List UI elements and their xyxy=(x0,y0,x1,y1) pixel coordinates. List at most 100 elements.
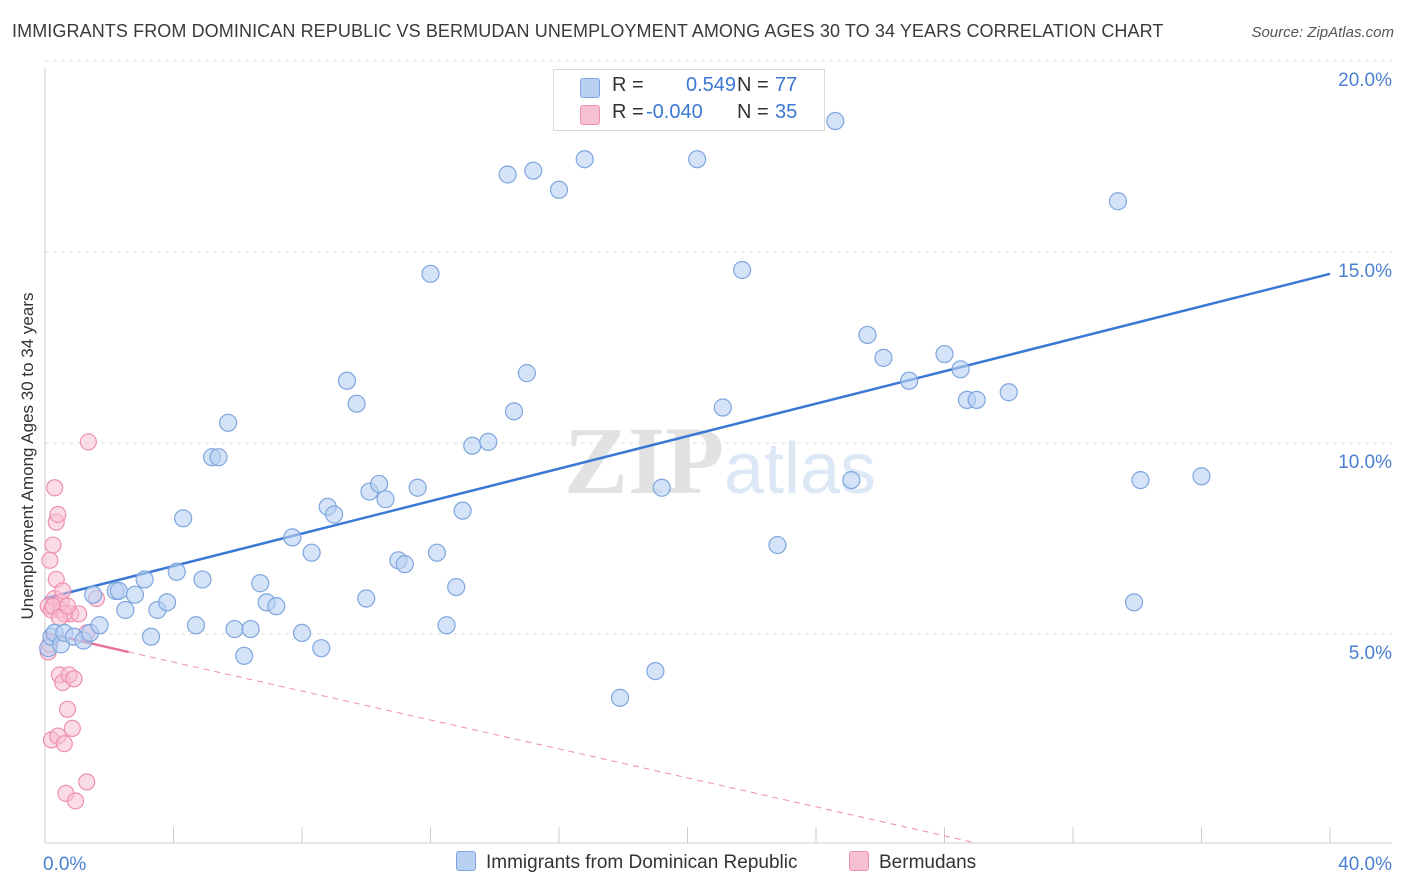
legend-r-value: -0.040 xyxy=(646,101,703,123)
dominican-point xyxy=(90,616,109,635)
legend-r-value: 0.549 xyxy=(686,74,737,96)
bermudans-point xyxy=(55,735,73,753)
bottom-legend-label-bermudans: Bermudans xyxy=(879,852,977,873)
dominican-point xyxy=(109,581,128,600)
dominican-point xyxy=(688,150,707,169)
watermark: ZIPatlas xyxy=(564,407,876,514)
dominican-point xyxy=(646,661,665,681)
bermudans-point xyxy=(58,700,77,718)
dominican-point xyxy=(935,344,954,364)
bermudans-point xyxy=(58,597,77,615)
dominican-point xyxy=(357,589,376,608)
dominican-point xyxy=(427,543,447,562)
dominican-point xyxy=(370,474,389,494)
source-label: Source: ZipAtlas.com xyxy=(1251,24,1394,41)
dominican-point xyxy=(453,501,472,520)
dominican-trend-line xyxy=(44,272,1331,600)
y-tick-label: 5.0% xyxy=(1349,643,1392,664)
dominican-point xyxy=(141,627,161,646)
bottom-legend-dominican: Immigrants from Dominican Republic xyxy=(456,851,798,874)
dominican-point xyxy=(241,619,260,639)
y-tick-label: 10.0% xyxy=(1338,452,1392,473)
dominican-point xyxy=(826,111,845,131)
dominican-point xyxy=(135,570,154,589)
dominican-point xyxy=(437,616,456,635)
bermudans-point xyxy=(79,433,97,451)
bottom-legend-swatch-blue xyxy=(456,851,476,871)
dominican-point xyxy=(733,260,752,280)
dominican-point xyxy=(842,471,861,490)
bottom-legend-label-dominican: Immigrants from Dominican Republic xyxy=(486,852,798,873)
dominican-point xyxy=(549,180,569,199)
watermark-atlas: atlas xyxy=(724,429,876,509)
legend-n-value: 77 xyxy=(775,74,798,96)
legend-swatch-blue xyxy=(580,78,600,98)
dominican-point xyxy=(951,360,970,379)
dominican-point xyxy=(652,478,671,497)
bermudans-point xyxy=(41,551,59,569)
tick-labels: 5.0% 10.0% 15.0% 20.0% 0.0% 40.0% xyxy=(43,70,1392,875)
dominican-point xyxy=(421,264,440,283)
dominican-point xyxy=(713,398,732,417)
grid-lines xyxy=(45,60,1392,635)
dominican-point xyxy=(116,600,135,620)
dominican-point xyxy=(463,436,482,455)
dominican-point xyxy=(524,161,543,180)
dominican-point xyxy=(186,616,206,635)
legend-swatch-pink xyxy=(580,105,600,125)
dominican-point xyxy=(292,623,312,643)
dominican-point xyxy=(174,509,193,528)
y-tick-label: 15.0% xyxy=(1338,261,1392,282)
dominican-point xyxy=(267,597,286,616)
dominican-point xyxy=(125,585,145,604)
dominican-point xyxy=(395,555,414,574)
dominican-point xyxy=(967,390,986,409)
dominican-point xyxy=(209,448,228,467)
dominican-point xyxy=(1108,192,1128,211)
bermudans-point xyxy=(63,719,81,738)
dominican-point xyxy=(283,528,302,547)
x-tick-label: 40.0% xyxy=(1338,854,1392,875)
dominican-point xyxy=(225,619,244,639)
bermudans-point xyxy=(49,505,67,524)
dominican-point xyxy=(167,562,186,581)
legend-r-label: R = xyxy=(612,101,644,123)
bermudans-point xyxy=(44,536,62,554)
data-points xyxy=(39,111,1211,810)
bermudans-point xyxy=(65,670,83,688)
dominican-point xyxy=(1124,593,1144,612)
dominican-point xyxy=(251,574,270,593)
dominican-point xyxy=(302,543,321,562)
bermudans-point xyxy=(54,582,72,600)
dominican-point xyxy=(447,577,466,597)
dominican-point xyxy=(874,348,893,367)
bottom-legend-swatch-pink xyxy=(849,851,869,871)
dominican-point xyxy=(193,570,212,589)
dominican-point xyxy=(408,478,427,497)
dominican-point xyxy=(1131,471,1150,490)
bermudans-trend-extension xyxy=(128,651,977,844)
dominican-point xyxy=(157,593,177,612)
chart-title: IMMIGRANTS FROM DOMINICAN REPUBLIC VS BE… xyxy=(12,21,1164,41)
dominican-point xyxy=(575,150,594,169)
correlation-legend: R = 0.549 N = 77 R = -0.040 N = 35 xyxy=(553,69,825,131)
legend-n-value: 35 xyxy=(775,101,798,123)
bermudans-point xyxy=(78,773,96,791)
trend-lines xyxy=(44,272,1331,844)
axes xyxy=(44,68,1392,844)
legend-r-label: R = xyxy=(612,74,644,96)
dominican-point xyxy=(1192,467,1211,486)
bermudans-point xyxy=(46,479,64,497)
bottom-legend-bermudans: Bermudans xyxy=(849,851,976,874)
dominican-point xyxy=(498,165,517,184)
dominican-point xyxy=(858,325,877,345)
dominican-point xyxy=(999,383,1018,402)
dominican-point xyxy=(219,413,238,432)
dominican-point xyxy=(504,402,524,421)
dominican-point xyxy=(235,646,254,665)
legend-n-label: N = xyxy=(737,101,769,123)
dominican-point xyxy=(768,535,787,555)
bermudans-point xyxy=(66,792,85,810)
dominican-point xyxy=(347,394,366,413)
